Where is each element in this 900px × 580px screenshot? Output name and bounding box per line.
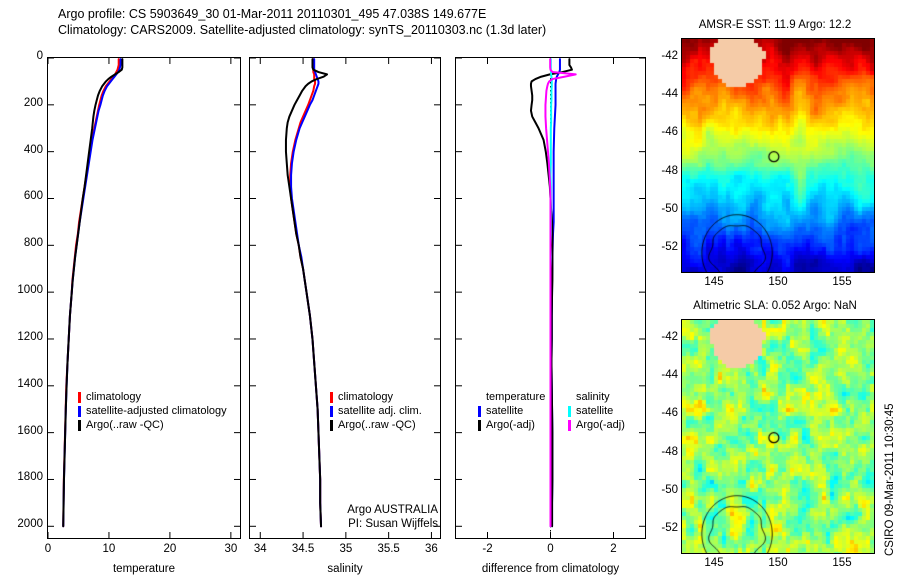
map-y-tick-label: -52 [661,241,678,254]
map-x-tick-label: 150 [768,276,788,288]
map-y-tick-label: -46 [661,407,678,420]
attribution-line-2: PI: Susan Wijffels [348,518,438,530]
salinity-profile-panel [249,57,441,539]
map-x-tick-label: 145 [704,557,724,569]
temperature-profile-panel [47,57,241,539]
legend-swatch-climatology [78,391,81,403]
legend-item-climatology: climatology [330,390,422,404]
legend-swatch-sal-argo [568,419,571,431]
legend-item-climatology: climatology [78,390,241,404]
map-x-tick-label: 155 [832,557,852,569]
y-tick-label: 1000 [17,284,43,297]
legend-swatch-temp-satellite [478,405,481,417]
legend-swatch-satellite [330,405,333,417]
map-y-tick-label: -48 [661,445,678,458]
legend-item-sal-satellite: satellite [568,404,625,418]
map-y-tick-label: -50 [661,483,678,496]
difference-legend-temperature: temperature satellite Argo(-adj) [478,390,545,432]
map-x-tick-label: 150 [768,557,788,569]
map-y-tick-label: -42 [661,50,678,63]
legend-label-climatology: climatology [338,391,394,403]
salinity-legend: climatology satellite adj. clim. Argo(..… [330,390,422,432]
x-tick-label: 0 [547,543,554,555]
sla-map-title: Altimetric SLA: 0.052 Argo: NaN [693,300,857,312]
map-x-tick-label: 155 [832,276,852,288]
legend-item-temp-argo: Argo(-adj) [478,418,545,432]
legend-label-sal-satellite: satellite [576,405,614,417]
legend-label-argo: Argo(..raw -QC) [338,419,416,431]
y-tick-label: 1200 [17,330,43,343]
y-tick-label: 2000 [17,518,43,531]
legend-item-argo: Argo(..raw -QC) [78,418,241,432]
map-x-tick-label: 145 [704,276,724,288]
y-tick-label: 800 [23,237,43,250]
sst-map-title: AMSR-E SST: 11.9 Argo: 12.2 [698,19,852,31]
legend-label-climatology: climatology [86,391,142,403]
title-line-2: Climatology: CARS2009. Satellite-adjuste… [58,23,547,37]
legend-swatch-sal-satellite [568,405,571,417]
legend-label-temp-satellite: satellite [486,405,524,417]
x-tick-label: 35 [339,543,353,555]
x-tick-label: 30 [224,543,238,555]
temperature-x-axis-label: temperature [112,563,175,575]
csiro-timestamp: CSIRO 09-Mar-2011 10:30:45 [884,403,896,556]
legend-item-satellite: satellite-adjusted climatology [78,404,241,418]
x-tick-label: 36 [425,543,438,555]
legend-label-satellite: satellite adj. clim. [338,405,422,417]
legend-label-satellite: satellite-adjusted climatology [86,405,227,417]
map-y-tick-label: -50 [661,202,678,215]
legend-swatch-climatology [330,391,333,403]
legend-header-temperature: temperature [478,390,545,404]
legend-label-temp-argo: Argo(-adj) [486,419,535,431]
y-tick-label: 600 [23,190,43,203]
x-tick-label: 10 [102,543,116,555]
sst-map-panel [681,38,875,273]
legend-spacer [478,392,481,403]
x-tick-label: 34.5 [291,543,315,555]
map-y-tick-label: -52 [661,522,678,535]
y-tick-label: 200 [23,96,43,109]
legend-item-sal-argo: Argo(-adj) [568,418,625,432]
map-y-tick-label: -46 [661,126,678,139]
figure-title: Argo profile: CS 5903649_30 01-Mar-2011 … [58,6,678,38]
legend-item-satellite: satellite adj. clim. [330,404,422,418]
legend-swatch-satellite [78,405,81,417]
legend-swatch-temp-argo [478,419,481,431]
x-tick-label: 35.5 [377,543,400,555]
difference-x-axis-label: difference from climatology [481,563,620,575]
sla-map-panel [681,319,875,554]
x-tick-label: 34 [253,543,267,555]
x-tick-label: -2 [482,543,493,555]
attribution: Argo AUSTRALIA PI: Susan Wijffels [280,503,438,531]
map-y-tick-label: -44 [661,88,678,101]
y-tick-label: 1400 [17,377,43,390]
legend-item-argo: Argo(..raw -QC) [330,418,422,432]
y-tick-label: 1800 [17,471,43,484]
map-y-tick-label: -44 [661,369,678,382]
legend-swatch-argo [78,419,81,431]
difference-legend-salinity: salinity satellite Argo(-adj) [568,390,625,432]
legend-swatch-argo [330,419,333,431]
title-line-1: Argo profile: CS 5903649_30 01-Mar-2011 … [58,7,487,21]
temperature-legend: climatology satellite-adjusted climatolo… [78,390,241,432]
difference-profile-panel [455,57,646,539]
salinity-x-axis-label: salinity [327,563,363,575]
map-y-tick-label: -48 [661,164,678,177]
y-tick-label: 0 [36,50,43,62]
x-tick-label: 20 [163,543,177,555]
legend-label-temperature-header: temperature [486,391,546,403]
y-tick-label: 400 [23,143,43,156]
legend-label-salinity-header: salinity [576,391,610,403]
x-tick-label: 2 [610,543,617,555]
legend-label-sal-argo: Argo(-adj) [576,419,625,431]
legend-item-temp-satellite: satellite [478,404,545,418]
legend-header-salinity: salinity [568,390,625,404]
legend-label-argo: Argo(..raw -QC) [86,419,164,431]
legend-spacer [568,392,571,403]
map-y-tick-label: -42 [661,331,678,344]
y-tick-label: 1600 [17,424,43,437]
attribution-line-1: Argo AUSTRALIA [347,504,438,516]
x-tick-label: 0 [44,543,52,555]
